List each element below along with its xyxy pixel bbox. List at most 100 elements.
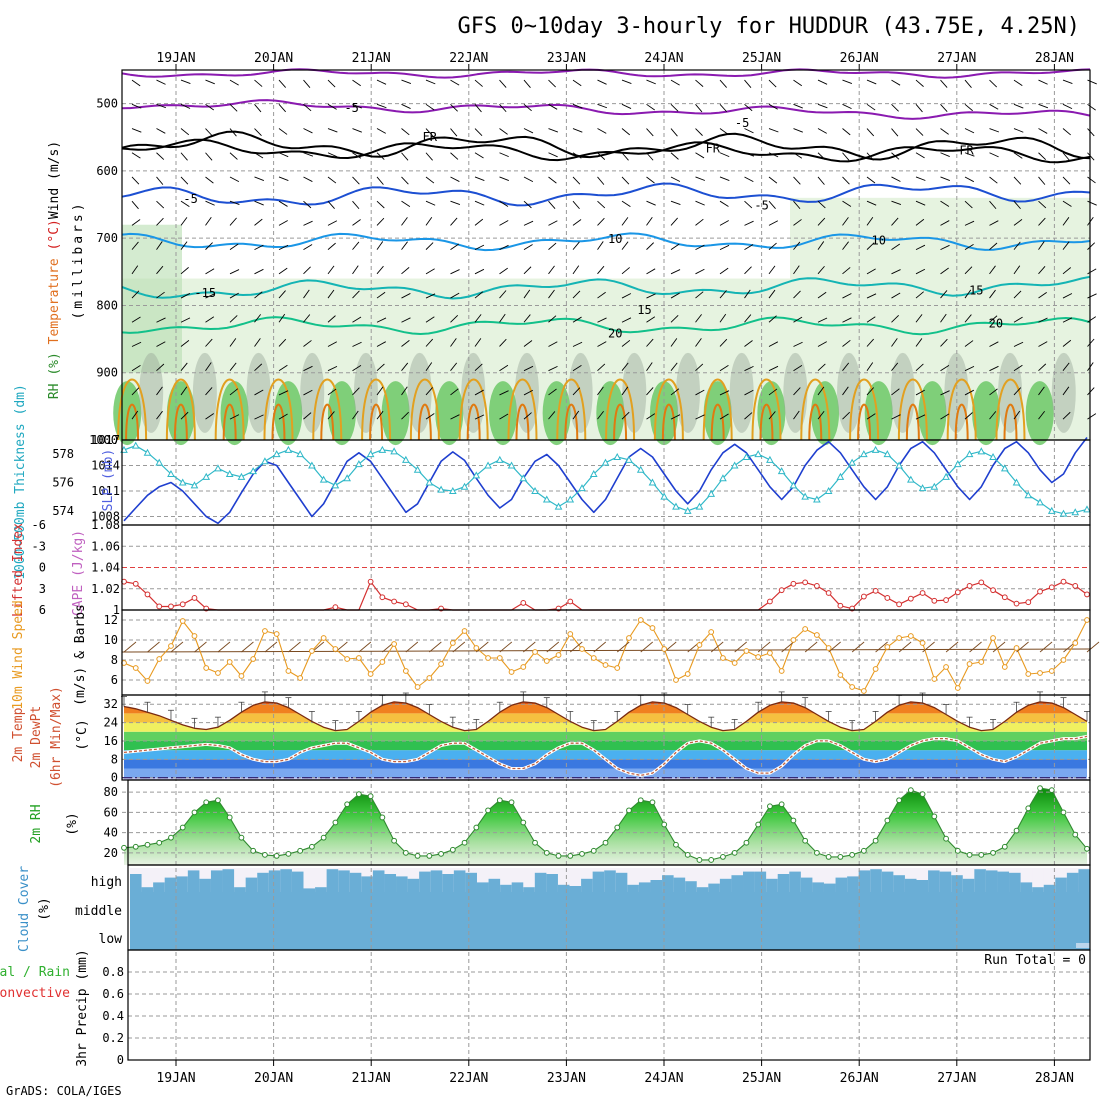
isotherm-loop: [954, 403, 969, 441]
wind-barb: [744, 365, 754, 372]
wind-barb: [695, 218, 704, 226]
wind10-marker: [720, 655, 726, 661]
wind-barb: [523, 176, 534, 183]
wind-barb: [1013, 219, 1023, 226]
wind-barb: [670, 217, 678, 226]
wind10-marker: [590, 655, 597, 661]
wind-barb: [523, 365, 534, 372]
cloud-high-bar: [476, 882, 490, 892]
wind-barb: [450, 414, 460, 420]
wind-barb: [793, 341, 803, 347]
wind-barb: [229, 243, 239, 250]
wind-barb: [572, 152, 582, 159]
thickness-marker: [484, 461, 492, 469]
cloud-high-bar: [685, 881, 698, 892]
cloud-high-bar: [349, 872, 362, 892]
cloud-high-bar: [1066, 872, 1079, 892]
wind-barb: [670, 176, 681, 182]
wind-barb: [915, 291, 924, 299]
slp-ylabel: SLP (mb): [101, 449, 116, 512]
cloud-high-bar: [962, 878, 975, 892]
wind-barb: [254, 314, 262, 323]
thickness-marker: [190, 481, 199, 489]
wind-barb: [817, 200, 826, 209]
thickness-marker: [754, 450, 763, 458]
rh-marker: [485, 807, 491, 814]
isotherm-loop: [466, 403, 481, 441]
wind-barb: [719, 413, 729, 420]
rh-marker: [696, 857, 703, 863]
thickness-marker: [308, 461, 316, 469]
thickness-marker: [648, 478, 657, 486]
wind-barb: [401, 340, 410, 347]
wind-barb: [842, 152, 850, 161]
slp-tick-label: 1014: [91, 459, 120, 473]
lifted-marker: [872, 587, 879, 594]
wind10-marker: [332, 646, 339, 652]
thickness-marker: [225, 469, 234, 477]
wind10-marker: [1084, 617, 1090, 623]
rh-marker: [250, 847, 257, 854]
rh-marker: [1072, 831, 1079, 838]
temp-band: [124, 701, 1087, 705]
cloud-high-clear: [141, 868, 154, 892]
cloud-high-clear: [303, 868, 316, 892]
cloud-high-bar: [997, 871, 1010, 892]
wind-barb: [817, 176, 825, 185]
wind-barb: [866, 362, 874, 371]
wind-barb: [842, 362, 850, 371]
wind-barb: [891, 152, 900, 160]
rh-marker: [179, 824, 186, 831]
wind10-barb: [569, 641, 583, 653]
wind-barb: [817, 265, 825, 275]
wind10-barb: [781, 641, 794, 653]
wind10-marker: [309, 648, 315, 654]
date-label-top: 24JAN: [644, 51, 683, 66]
cloud-high-bar: [604, 870, 617, 892]
wind-barb: [621, 128, 631, 136]
rh-shade-blob: [166, 381, 195, 446]
wind10-marker: [250, 656, 257, 662]
wind-barb: [719, 200, 729, 207]
cloud-high-bar: [1043, 884, 1056, 892]
isotherm-loop: [800, 378, 831, 441]
wind-barb: [499, 176, 509, 181]
precip-tick-label: 0.8: [102, 965, 124, 979]
rh-marker: [743, 839, 750, 846]
wind-barb: [205, 176, 214, 184]
wind-barb: [1013, 152, 1023, 159]
thickness-marker: [1036, 498, 1044, 506]
wind-barb: [989, 341, 999, 347]
rh-marker: [602, 839, 609, 846]
isotherm-loop: [653, 378, 684, 441]
rh-marker: [1060, 809, 1067, 816]
wind-barb: [205, 338, 213, 347]
cloud-middle-low-bar: [130, 892, 1090, 950]
lifted-line: [123, 581, 1088, 611]
wind-barb: [964, 220, 975, 226]
cloud-high-bar: [743, 871, 756, 892]
lifted-marker: [367, 578, 374, 585]
wind-barb: [327, 289, 335, 299]
lifted-marker: [767, 598, 773, 605]
wind-barb: [768, 411, 776, 420]
wind-barb: [278, 128, 288, 135]
wind-barb: [474, 363, 483, 372]
wind-barb: [352, 316, 362, 323]
wind-barb: [205, 316, 215, 323]
wind-barb: [205, 152, 213, 161]
wind-barb: [670, 200, 681, 206]
cloud-high-bar: [662, 875, 675, 892]
wind-barb: [866, 242, 875, 250]
contour-label: -5: [344, 101, 358, 115]
wind10-barb: [898, 641, 912, 653]
wind-barb: [646, 200, 656, 206]
wind-barb: [915, 152, 925, 159]
wind-barb: [278, 338, 287, 347]
rh-marker: [520, 819, 527, 826]
rh-marker: [320, 834, 327, 841]
panel-frame-precip: [127, 949, 1091, 1061]
rh-marker: [673, 841, 679, 848]
wind-barb: [989, 365, 999, 372]
wind-barb: [205, 200, 215, 206]
